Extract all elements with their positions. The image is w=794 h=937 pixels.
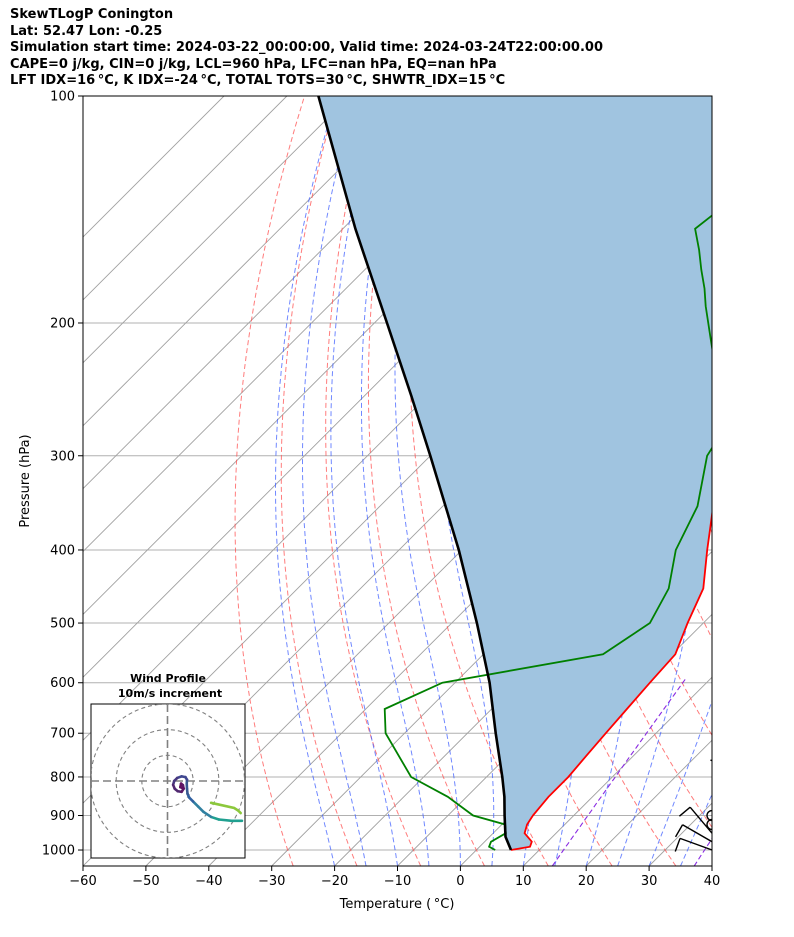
stability-indices: CAPE=0 j/kg, CIN=0 j/kg, LCL=960 hPa, LF… bbox=[10, 56, 497, 72]
wind-barb bbox=[711, 421, 712, 423]
y-tick-label: 100 bbox=[50, 90, 75, 105]
isotherm-40 bbox=[711, 865, 712, 866]
hodograph-plot bbox=[91, 704, 245, 858]
dry-adiabat bbox=[280, 96, 358, 866]
hodograph-segment bbox=[209, 815, 221, 821]
x-tick-label: −10 bbox=[384, 874, 411, 889]
wind-barb bbox=[711, 141, 712, 143]
y-tick-label: 500 bbox=[50, 617, 75, 632]
isotherm--120 bbox=[83, 96, 476, 490]
wind-barb bbox=[711, 322, 712, 324]
wind-barb bbox=[711, 96, 712, 97]
wind-barb bbox=[711, 776, 712, 777]
moist-adiabat bbox=[394, 96, 461, 866]
dry-adiabat bbox=[367, 96, 485, 866]
y-tick-label: 700 bbox=[50, 727, 75, 742]
cape-shading bbox=[318, 96, 712, 850]
x-tick-label: −30 bbox=[258, 874, 285, 889]
dry-adiabat bbox=[728, 96, 794, 866]
dewpoint-line bbox=[383, 214, 712, 851]
wind-barb bbox=[711, 682, 712, 684]
y-tick-label: 800 bbox=[50, 770, 75, 785]
wind-barb bbox=[674, 837, 712, 852]
y-tick-label: 1000 bbox=[42, 844, 75, 859]
moist-adiabat bbox=[275, 96, 337, 866]
temperature-line bbox=[510, 508, 712, 851]
wind-barb bbox=[711, 588, 712, 590]
simulation-times: Simulation start time: 2024-03-22_00:00:… bbox=[10, 40, 603, 56]
isotherm--20 bbox=[334, 487, 712, 866]
hodograph-title: Wind Profile bbox=[130, 672, 206, 685]
isotherm--160 bbox=[83, 96, 225, 238]
x-axis-ticks: −60 −50 −40 −30 −20 −10 0 10 20 30 40 bbox=[69, 866, 720, 889]
wind-barb bbox=[678, 806, 712, 834]
moist-adiabat bbox=[680, 793, 712, 866]
hodograph-segment bbox=[179, 785, 185, 790]
wind-barb bbox=[711, 361, 712, 363]
chart-header: SkewTLogP Conington Lat: 52.47 Lon: -0.2… bbox=[10, 7, 603, 90]
mixing-ratio-line bbox=[551, 676, 688, 866]
y-tick-label: 200 bbox=[50, 316, 75, 331]
dry-adiabat bbox=[325, 96, 422, 866]
x-tick-label: −50 bbox=[132, 874, 159, 889]
moist-adiabat bbox=[330, 96, 398, 866]
isotherm-10 bbox=[522, 676, 712, 866]
wind-barb bbox=[674, 824, 712, 843]
wind-barb bbox=[711, 396, 712, 397]
hodograph-low-level-segment bbox=[209, 801, 242, 815]
wind-barb bbox=[711, 506, 712, 508]
dry-adiabat bbox=[761, 96, 794, 866]
wind-barb bbox=[706, 818, 712, 831]
x-tick-label: −20 bbox=[321, 874, 348, 889]
x-axis-label: Temperature ( °C) bbox=[339, 897, 455, 912]
station-title: SkewTLogP Conington bbox=[10, 7, 174, 22]
y-tick-label: 300 bbox=[50, 449, 75, 464]
x-tick-label: 20 bbox=[578, 874, 595, 889]
moist-adiabat bbox=[648, 699, 712, 866]
hodograph-inset: Wind Profile 10m/s increment bbox=[90, 672, 246, 859]
wind-barb bbox=[711, 279, 712, 281]
moist-adiabat bbox=[617, 96, 699, 866]
wind-barb bbox=[711, 169, 712, 170]
parcel-profile-line bbox=[317, 96, 513, 851]
x-tick-label: −40 bbox=[195, 874, 222, 889]
dry-adiabat bbox=[234, 96, 305, 866]
y-tick-label: 400 bbox=[50, 543, 75, 558]
moist-adiabat bbox=[711, 864, 712, 866]
moist-adiabat bbox=[302, 96, 367, 866]
x-tick-label: 10 bbox=[515, 874, 532, 889]
isotherm--130 bbox=[83, 96, 414, 427]
mixing-ratio-lines bbox=[551, 676, 712, 866]
hodograph-ring bbox=[91, 704, 245, 858]
x-tick-label: 40 bbox=[704, 874, 721, 889]
y-axis-ticks: 100 200 300 400 500 600 700 800 900 1000 bbox=[42, 90, 83, 859]
mixing-ratio-line bbox=[693, 837, 712, 866]
x-tick-label: −60 bbox=[69, 874, 96, 889]
wind-barb bbox=[711, 623, 712, 624]
isotherm--140 bbox=[83, 96, 351, 364]
moist-adiabat bbox=[361, 96, 430, 866]
y-tick-label: 600 bbox=[50, 676, 75, 691]
wind-barb bbox=[711, 194, 712, 196]
wind-barbs bbox=[674, 96, 746, 852]
wind-barb bbox=[711, 228, 712, 230]
hodograph-subtitle: 10m/s increment bbox=[118, 687, 222, 700]
wind-barb bbox=[712, 719, 746, 733]
x-tick-label: 30 bbox=[641, 874, 658, 889]
y-axis-label: Pressure (hPa) bbox=[18, 434, 33, 527]
hodograph-segment bbox=[202, 810, 213, 819]
plot-area bbox=[83, 96, 794, 866]
wind-barb bbox=[706, 809, 712, 822]
y-tick-label: 900 bbox=[50, 809, 75, 824]
station-coordinates: Lat: 52.47 Lon: -0.25 bbox=[10, 23, 163, 39]
isotherm--150 bbox=[83, 96, 288, 301]
x-tick-label: 0 bbox=[456, 874, 464, 889]
hodograph-segment bbox=[217, 818, 233, 823]
instability-indices: LFT IDX=16 °C, K IDX=-24 °C, TOTAL TOTS=… bbox=[10, 73, 506, 89]
wind-barb bbox=[711, 455, 712, 457]
wind-barb bbox=[711, 549, 712, 551]
